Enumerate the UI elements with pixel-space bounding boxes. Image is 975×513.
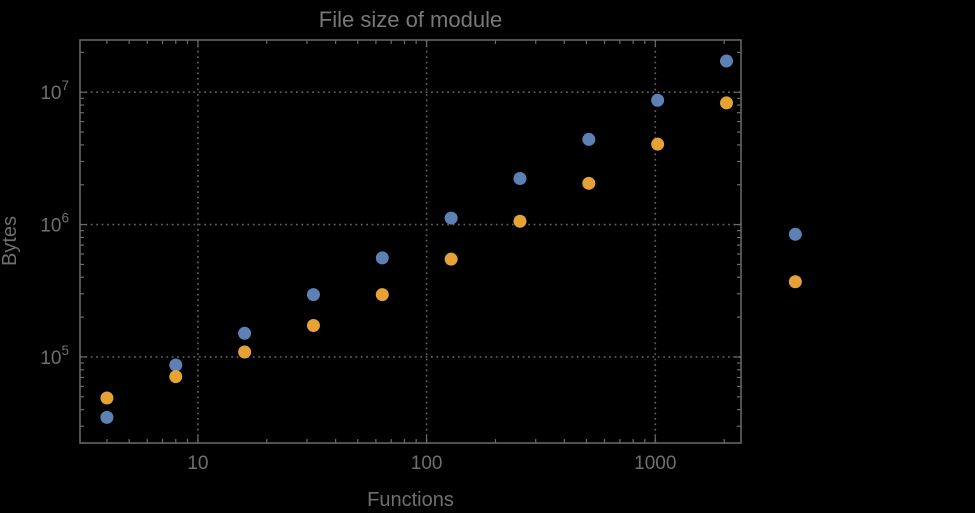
data-point-orange-x128	[444, 252, 458, 266]
data-point-orange-x2048	[719, 96, 733, 110]
axis-ticks	[80, 40, 741, 443]
chart-title: File size of module	[319, 7, 502, 32]
data-point-blue-x1024	[651, 93, 665, 107]
y-tick-label: 107	[40, 78, 69, 104]
data-point-blue-x64	[375, 251, 389, 265]
x-axis-label: Functions	[367, 489, 454, 511]
x-tick-label: 1000	[634, 453, 676, 474]
data-point-blue-x16	[238, 326, 252, 340]
y-axis-label: Bytes	[0, 216, 21, 266]
plot-frame	[79, 39, 742, 444]
data-point-blue-x4096	[788, 227, 802, 241]
data-point-orange-x4	[100, 391, 114, 405]
data-point-orange-x1024	[651, 137, 665, 151]
x-tick-label: 10	[187, 453, 208, 474]
data-point-blue-x8	[169, 358, 183, 372]
data-point-blue-x2048	[719, 54, 733, 68]
x-tick-label: 100	[411, 453, 443, 474]
data-point-orange-x16	[238, 345, 252, 359]
y-tick-label: 106	[40, 211, 69, 237]
data-point-orange-x512	[582, 176, 596, 190]
data-point-orange-x64	[375, 288, 389, 302]
data-point-orange-x8	[169, 370, 183, 384]
data-point-blue-x4	[100, 410, 114, 424]
data-point-blue-x512	[582, 132, 596, 146]
series-blue	[100, 54, 802, 424]
series-orange	[100, 96, 802, 405]
data-point-orange-x256	[513, 214, 527, 228]
data-point-blue-x32	[306, 288, 320, 302]
y-tick-label: 105	[40, 343, 69, 369]
data-point-orange-x4096	[788, 275, 802, 289]
data-point-orange-x32	[306, 318, 320, 332]
data-point-blue-x256	[513, 171, 527, 185]
gridlines	[80, 40, 741, 443]
data-point-blue-x128	[444, 211, 458, 225]
